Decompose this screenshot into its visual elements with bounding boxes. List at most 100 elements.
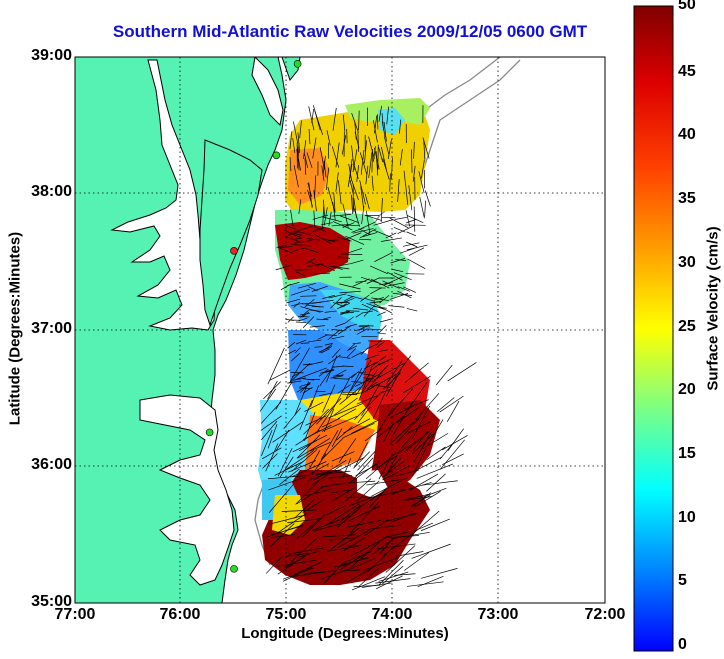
velocity-vector: [319, 392, 333, 397]
velocity-vector: [328, 403, 364, 419]
velocity-vector: [326, 130, 331, 146]
velocity-vector: [383, 533, 413, 556]
velocity-vector: [415, 393, 440, 421]
velocity-vector: [286, 552, 310, 557]
velocity-vector: [311, 453, 327, 476]
velocity-vector: [283, 557, 304, 569]
velocity-vector: [331, 451, 355, 462]
velocity-vector: [294, 347, 301, 354]
velocity-vector: [413, 431, 432, 463]
velocity-vector: [382, 465, 411, 481]
velocity-vector: [351, 541, 380, 568]
velocity-vector: [260, 415, 282, 431]
velocity-vector: [338, 438, 357, 463]
colorbar-tick-label: 25: [678, 318, 696, 335]
colorbar-tick-label: 50: [678, 0, 696, 13]
velocity-vector: [307, 263, 324, 267]
velocity-vector: [372, 538, 394, 555]
velocity-vector: [407, 244, 428, 251]
colorbar-tick-label: 45: [678, 63, 696, 80]
velocity-vector: [373, 362, 406, 381]
velocity-vector: [278, 246, 293, 249]
velocity-vector: [347, 294, 365, 300]
velocity-vector: [327, 329, 341, 341]
velocity-vector: [368, 136, 375, 159]
velocity-vector: [321, 165, 325, 181]
velocity-vector: [271, 534, 296, 538]
velocity-vector: [395, 416, 421, 444]
velocity-vector: [361, 524, 402, 531]
velocity-vector: [335, 369, 347, 377]
velocity-vector: [269, 523, 295, 548]
velocity-vector: [373, 146, 376, 162]
velocity-vector: [412, 430, 429, 452]
velocity-vector: [274, 461, 304, 476]
velocity-vector: [384, 531, 409, 538]
velocity-vector: [340, 297, 355, 304]
velocity-vector: [331, 214, 352, 217]
velocity-vector: [294, 381, 309, 416]
velocity-vector: [294, 269, 312, 271]
velocity-vector: [356, 395, 379, 405]
velocity-vector: [293, 367, 327, 381]
velocity-vector: [345, 310, 360, 312]
velocity-vector: [370, 287, 382, 295]
velocity-vector: [314, 523, 340, 532]
velocity-vector: [385, 232, 397, 239]
velocity-vector: [354, 558, 375, 568]
velocity-vector: [261, 447, 282, 460]
velocity-vector: [364, 367, 387, 393]
velocity-vector: [319, 147, 325, 170]
velocity-vector: [331, 335, 345, 340]
velocity-vector: [317, 334, 328, 340]
velocity-vector: [378, 147, 384, 163]
patch-mid-cyan: [320, 290, 382, 330]
velocity-vector: [387, 282, 405, 287]
velocity-vector: [275, 512, 307, 535]
velocity-vector: [302, 301, 322, 305]
velocity-vector: [363, 297, 376, 302]
velocity-vector: [359, 232, 378, 238]
patch-south-yellow-2: [272, 495, 305, 535]
velocity-vector: [416, 456, 443, 471]
velocity-vector: [359, 180, 366, 205]
velocity-vector: [364, 354, 379, 360]
velocity-vector: [439, 441, 455, 460]
velocity-vector: [365, 210, 371, 235]
velocity-vector: [322, 206, 325, 230]
velocity-vector: [294, 498, 315, 519]
velocity-vector: [320, 437, 344, 461]
velocity-vector: [304, 488, 331, 497]
velocity-vector: [355, 463, 379, 476]
colorbar-tick-label: 20: [678, 381, 696, 398]
velocity-vector: [360, 373, 374, 376]
velocity-vector: [356, 164, 360, 182]
velocity-vector: [285, 225, 296, 230]
velocity-vector: [392, 512, 416, 522]
velocity-vector: [377, 385, 392, 389]
velocity-vector: [402, 242, 420, 247]
velocity-vector: [306, 258, 316, 264]
velocity-vector: [328, 239, 339, 242]
velocity-vector: [348, 505, 380, 521]
velocity-vector: [389, 421, 415, 445]
velocity-vector: [376, 543, 416, 550]
velocity-vector: [355, 280, 367, 283]
velocity-vector: [300, 342, 310, 344]
velocity-vector: [417, 575, 444, 588]
velocity-vector: [394, 216, 408, 220]
velocity-vector: [312, 214, 329, 220]
velocity-vector: [339, 386, 361, 405]
velocity-vector: [378, 537, 394, 555]
velocity-vector: [346, 348, 357, 358]
velocity-vector: [300, 309, 309, 318]
velocity-vector: [279, 456, 294, 478]
velocity-vector: [324, 310, 337, 313]
velocity-vector: [391, 268, 404, 273]
velocity-vector: [344, 232, 362, 241]
velocity-vector: [446, 400, 460, 423]
y-tick-label: 37:00: [31, 320, 72, 337]
radar-station-marker: [293, 60, 302, 68]
velocity-vector: [345, 478, 372, 502]
velocity-vector: [294, 561, 322, 575]
